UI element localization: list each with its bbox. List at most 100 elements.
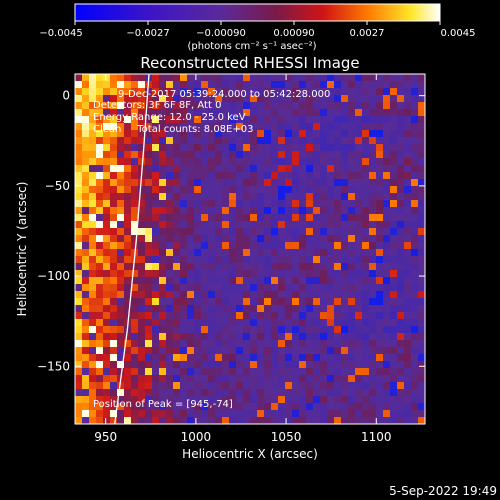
heatmap-cell [264,270,272,278]
heatmap-cell [278,242,286,250]
heatmap-cell [194,130,202,138]
heatmap-cell [96,410,104,418]
heatmap-cell [194,151,202,159]
heatmap-cell [418,123,425,131]
heatmap-cell [369,193,377,201]
heatmap-cell [152,214,160,222]
heatmap-cell [418,207,425,215]
heatmap-cell [334,165,342,173]
heatmap-cell [173,319,181,327]
heatmap-cell [236,165,244,173]
heatmap-cell [271,361,279,369]
heatmap-cell [257,263,265,271]
heatmap-cell [383,396,391,404]
heatmap-cell [159,284,167,292]
heatmap-cell [215,151,223,159]
heatmap-cell [166,221,174,229]
heatmap-cell [82,249,90,257]
heatmap-cell [271,200,279,208]
heatmap-cell [166,396,174,404]
heatmap-cell [208,123,216,131]
heatmap-cell [334,88,342,96]
heatmap-cell [376,172,384,180]
heatmap-cell [173,305,181,313]
heatmap-cell [313,277,321,285]
heatmap-cell [285,151,293,159]
heatmap-cell [411,354,419,362]
heatmap-cell [264,186,272,194]
heatmap-cell [369,263,377,271]
heatmap-cell [180,228,188,236]
heatmap-cell [369,172,377,180]
heatmap-cell [159,333,167,341]
heatmap-cell [124,347,132,355]
heatmap-cell [264,144,272,152]
heatmap-cell [131,417,139,424]
heatmap-cell [264,410,272,418]
heatmap-cell [313,88,321,96]
heatmap-cell [292,284,300,292]
heatmap-cell [320,109,328,117]
y-tick-label: −50 [45,179,70,193]
heatmap-cell [383,326,391,334]
heatmap-cell [117,242,125,250]
heatmap-cell [278,347,286,355]
heatmap-cell [369,221,377,229]
heatmap-cell [285,403,293,411]
heatmap-cell [404,326,412,334]
heatmap-cell [418,319,425,327]
heatmap-cell [187,417,195,424]
heatmap-cell [138,347,146,355]
heatmap-cell [131,158,139,166]
heatmap-cell [334,375,342,383]
heatmap-cell [103,319,111,327]
heatmap-cell [313,235,321,243]
heatmap-cell [96,256,104,264]
heatmap-cell [285,354,293,362]
heatmap-cell [278,305,286,313]
heatmap-cell [236,277,244,285]
heatmap-cell [355,130,363,138]
heatmap-cell [103,277,111,285]
heatmap-cell [236,312,244,320]
heatmap-cell [82,235,90,243]
heatmap-cell [152,263,160,271]
heatmap-cell [264,242,272,250]
heatmap-cell [215,200,223,208]
heatmap-cell [152,396,160,404]
heatmap-cell [397,116,405,124]
colorbar-tick-label: −0.0027 [126,28,169,39]
heatmap-cell [222,88,230,96]
heatmap-cell [103,347,111,355]
heatmap-cell [390,249,398,257]
heatmap-cell [257,326,265,334]
heatmap-cell [180,333,188,341]
heatmap-cell [159,242,167,250]
heatmap-cell [236,326,244,334]
heatmap-cell [383,221,391,229]
heatmap-cell [327,228,335,236]
heatmap-cell [208,242,216,250]
heatmap-cell [194,214,202,222]
heatmap-cell [257,368,265,376]
heatmap-cell [208,368,216,376]
heatmap-cell [222,291,230,299]
heatmap-cell [117,221,125,229]
heatmap-cell [236,172,244,180]
heatmap-cell [138,382,146,390]
heatmap-cell [187,228,195,236]
heatmap-cell [313,417,321,424]
heatmap-cell [355,354,363,362]
heatmap-cell [173,88,181,96]
heatmap-cell [320,116,328,124]
heatmap-cell [362,81,370,89]
heatmap-cell [299,137,307,145]
heatmap-cell [159,116,167,124]
heatmap-cell [355,102,363,110]
heatmap-cell [306,81,314,89]
heatmap-cell [341,81,349,89]
heatmap-cell [306,312,314,320]
heatmap-cell [201,214,209,222]
heatmap-cell [271,333,279,341]
heatmap-cell [313,403,321,411]
